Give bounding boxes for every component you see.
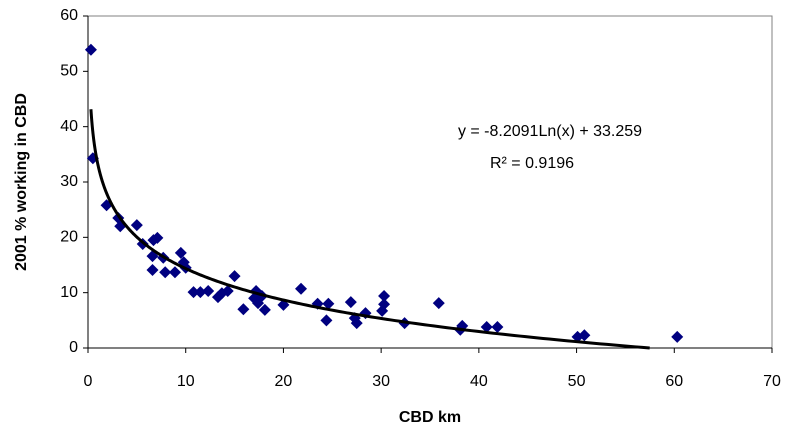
data-point	[146, 263, 159, 276]
x-tick-label: 20	[275, 373, 293, 390]
data-point	[378, 289, 391, 302]
x-tick-label: 0	[84, 373, 93, 390]
data-point	[84, 43, 97, 56]
x-tick-label: 70	[763, 373, 781, 390]
x-tick-label: 60	[665, 373, 683, 390]
data-point	[228, 270, 241, 283]
data-point	[480, 320, 493, 333]
data-point	[221, 285, 234, 298]
x-tick-label: 40	[470, 373, 488, 390]
data-point	[159, 266, 172, 279]
data-point	[130, 219, 143, 232]
y-tick-label: 0	[69, 339, 78, 356]
x-axis-label: CBD km	[399, 409, 461, 426]
y-tick-label: 40	[60, 118, 78, 135]
data-point	[258, 303, 271, 316]
y-tick-label: 10	[60, 284, 78, 301]
data-point	[350, 317, 363, 330]
trendline	[89, 109, 650, 350]
data-point	[174, 246, 187, 259]
data-point	[578, 329, 591, 342]
data-point	[295, 282, 308, 295]
data-point	[237, 303, 250, 316]
trendline-equation: y = -8.2091Ln(x) + 33.259	[458, 123, 642, 140]
x-tick-label: 30	[372, 373, 390, 390]
y-tick-label: 30	[60, 173, 78, 190]
data-point	[194, 286, 207, 299]
trendline-r2: R² = 0.9196	[490, 155, 574, 172]
data-point	[320, 314, 333, 327]
x-tick-label: 10	[177, 373, 195, 390]
y-tick-label: 20	[60, 229, 78, 246]
plot-area	[87, 15, 773, 349]
data-point	[168, 266, 181, 279]
data-point	[491, 320, 504, 333]
data-point	[322, 297, 335, 310]
y-tick-label: 50	[60, 63, 78, 80]
y-axis-label: 2001 % working in CBD	[13, 93, 30, 271]
x-tick-label: 50	[568, 373, 586, 390]
data-point	[344, 296, 357, 309]
data-point	[432, 297, 445, 310]
data-point	[151, 231, 164, 244]
data-point	[202, 285, 215, 298]
data-point	[378, 298, 391, 311]
y-tick-label: 60	[60, 7, 78, 24]
data-point	[671, 330, 684, 343]
data-point	[187, 286, 200, 299]
